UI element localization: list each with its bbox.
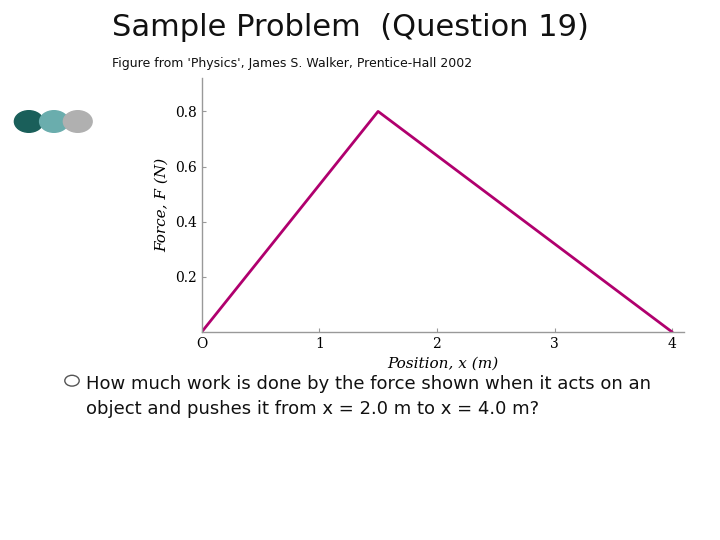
X-axis label: Position, x (m): Position, x (m) [387,356,498,370]
Text: Sample Problem  (Question 19): Sample Problem (Question 19) [112,14,588,43]
Text: object and pushes it from x = 2.0 m to x = 4.0 m?: object and pushes it from x = 2.0 m to x… [86,400,539,417]
Text: Figure from 'Physics', James S. Walker, Prentice-Hall 2002: Figure from 'Physics', James S. Walker, … [112,57,472,70]
Y-axis label: Force, F (N): Force, F (N) [156,158,169,252]
Text: How much work is done by the force shown when it acts on an: How much work is done by the force shown… [86,375,652,393]
